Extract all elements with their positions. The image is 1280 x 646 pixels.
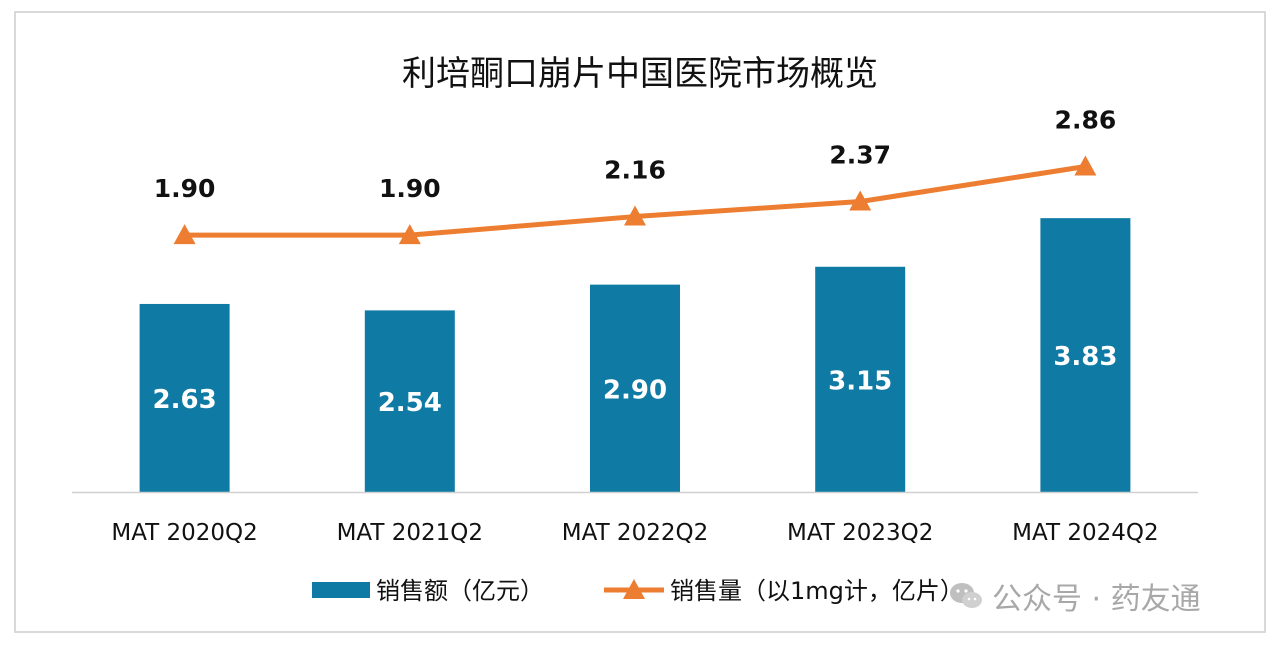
- line-marker-1: [173, 224, 196, 245]
- legend-line-label: 销售量（以1mg计，亿片）: [670, 577, 964, 605]
- bar-5: [1040, 218, 1131, 492]
- bar-3: [590, 284, 680, 492]
- watermark-text: 公众号 · 药友通: [992, 582, 1201, 617]
- line-label-3: 2.16: [604, 156, 666, 185]
- line-label-1: 1.90: [154, 174, 216, 203]
- legend-bar-label: 销售额（亿元）: [376, 577, 544, 605]
- line-marker-3: [624, 205, 646, 226]
- bar-label-1: 2.63: [153, 385, 217, 415]
- watermark: 公众号 · 药友通: [948, 574, 1201, 618]
- bar-4: [815, 266, 906, 492]
- x-tick-label-2: MAT 2021Q2: [337, 520, 483, 546]
- bar-label-3: 2.90: [603, 375, 667, 405]
- line-label-5: 2.86: [1055, 106, 1117, 135]
- x-tick-label-5: MAT 2024Q2: [1012, 520, 1158, 546]
- wechat-icon: [950, 583, 982, 608]
- line-marker-2: [398, 224, 421, 245]
- line-label-4: 2.37: [829, 141, 891, 170]
- legend-line-marker: [623, 579, 645, 599]
- x-tick-label-4: MAT 2023Q2: [787, 520, 933, 546]
- line-marker-5: [1074, 155, 1097, 176]
- bar-label-2: 2.54: [378, 388, 442, 418]
- x-tick-label-1: MAT 2020Q2: [111, 520, 257, 546]
- bar-label-4: 3.15: [828, 366, 892, 396]
- bar-2: [364, 310, 455, 492]
- bar-label-5: 3.83: [1053, 342, 1117, 372]
- line-label-2: 1.90: [379, 174, 441, 203]
- line-marker-4: [849, 190, 872, 211]
- bar-1: [139, 303, 230, 492]
- chart-title: 利培酮口崩片中国医院市场概览: [402, 54, 878, 94]
- legend-bar-swatch: [312, 582, 370, 598]
- x-tick-label-3: MAT 2022Q2: [562, 520, 708, 546]
